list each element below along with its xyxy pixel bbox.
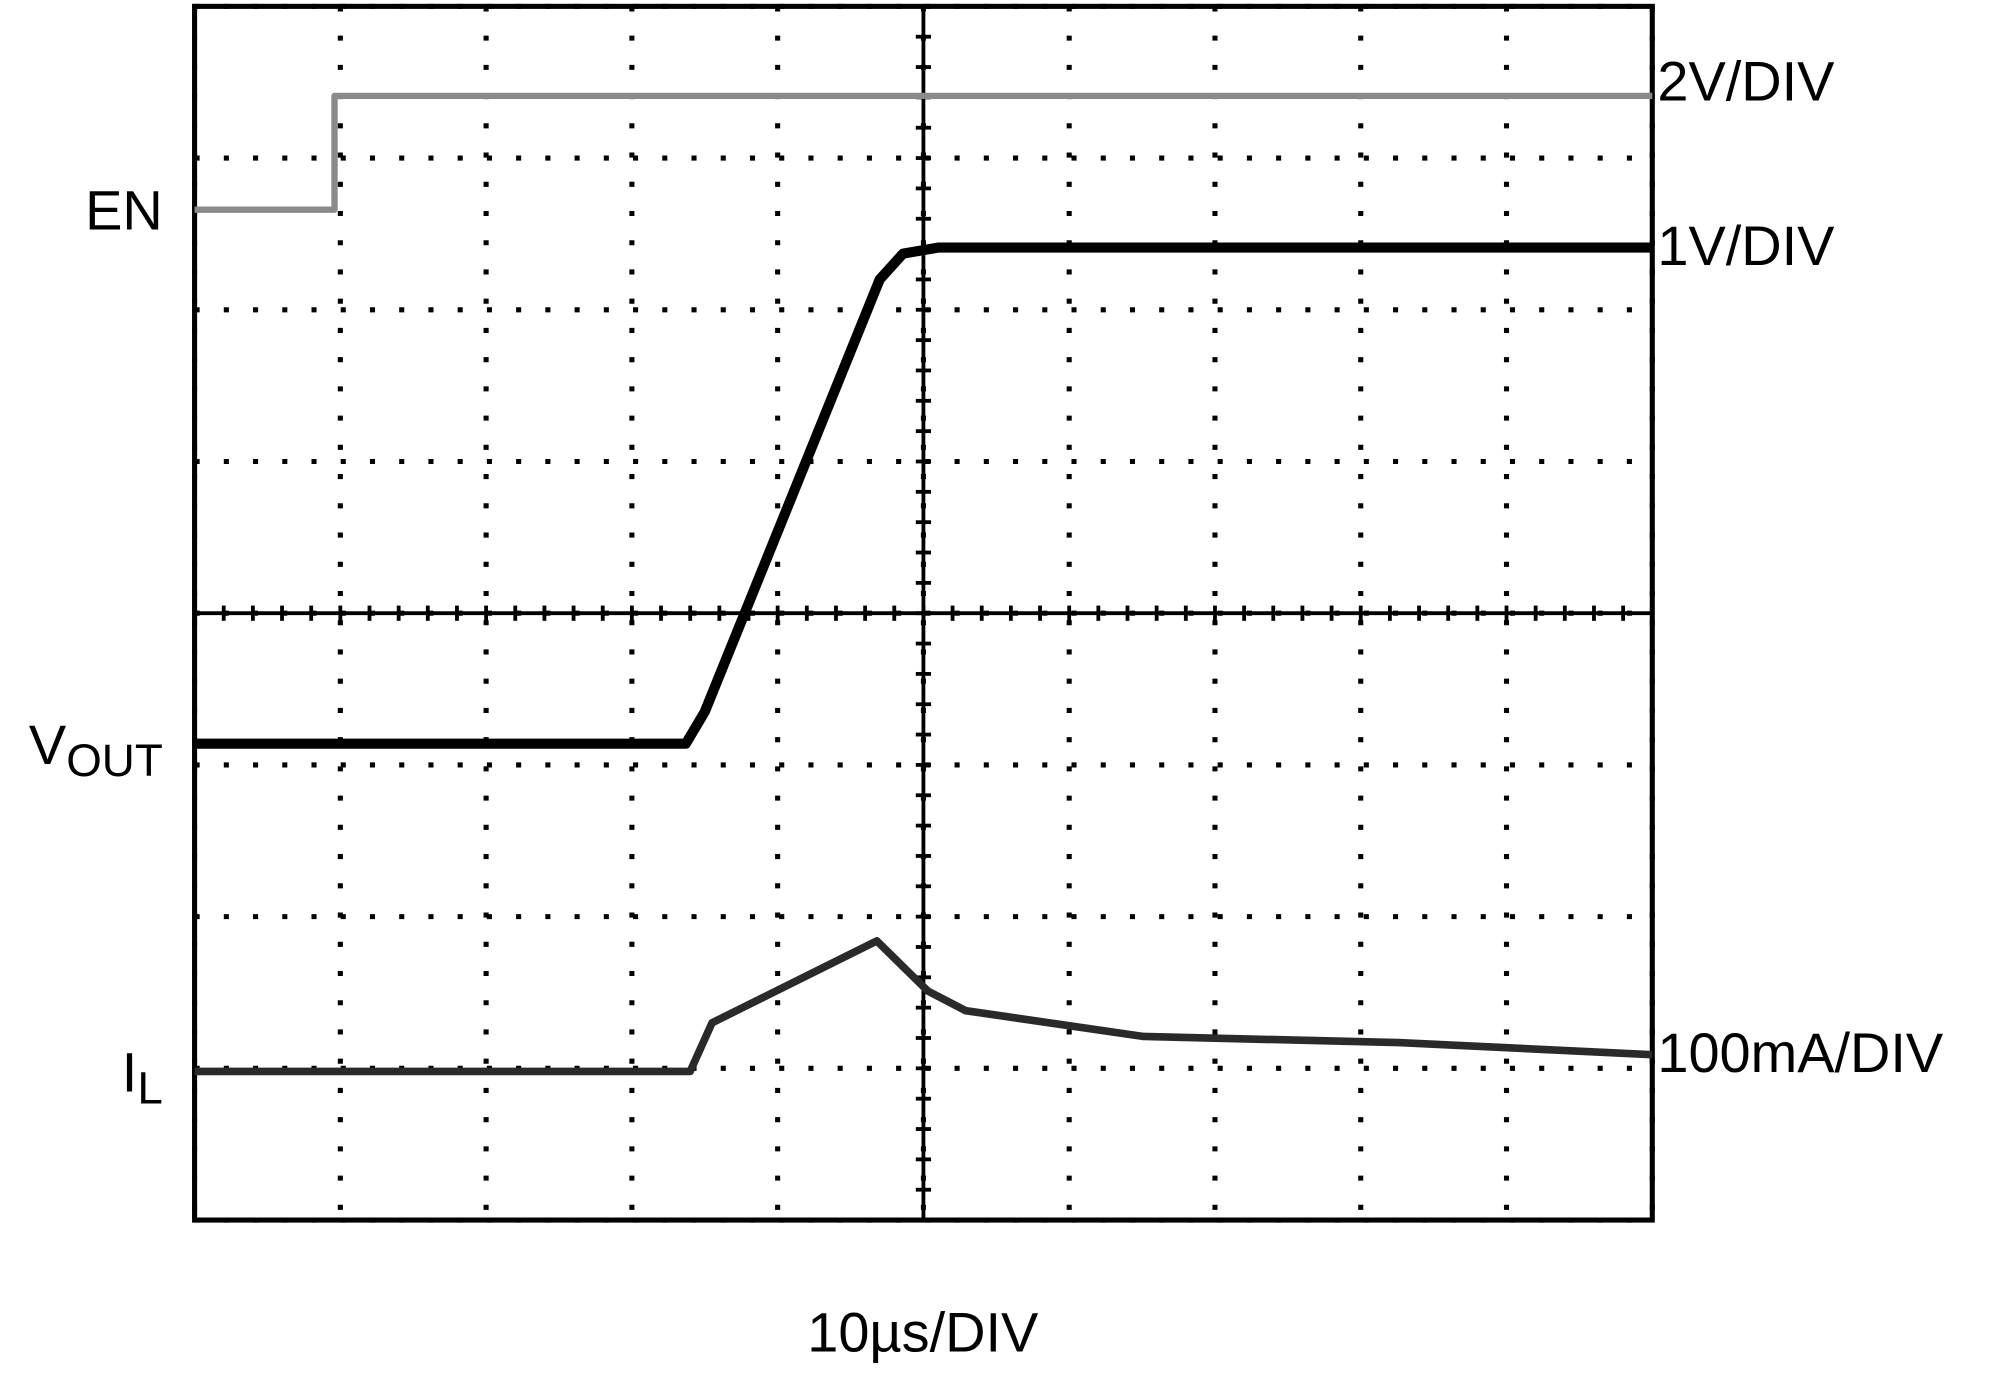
trace	[194, 92, 1653, 213]
scale-label: 2V/DIV	[1657, 49, 1835, 112]
trace	[194, 937, 1653, 1076]
series-name: V	[29, 713, 67, 776]
series-label: IL	[122, 1040, 163, 1114]
scale-label: 100mA/DIV	[1657, 1021, 1944, 1084]
series-subscript: L	[137, 1063, 162, 1114]
x-axis-label: 10µs/DIV	[807, 1301, 1039, 1364]
plot-frame	[192, 3, 1655, 1223]
series-label: EN	[85, 178, 163, 241]
series-name: EN	[85, 178, 163, 241]
trace	[194, 242, 1653, 749]
series-label: VOUT	[29, 713, 163, 787]
series-name: I	[122, 1040, 138, 1103]
scale-label: 1V/DIV	[1657, 214, 1835, 277]
series-subscript: OUT	[66, 735, 163, 786]
